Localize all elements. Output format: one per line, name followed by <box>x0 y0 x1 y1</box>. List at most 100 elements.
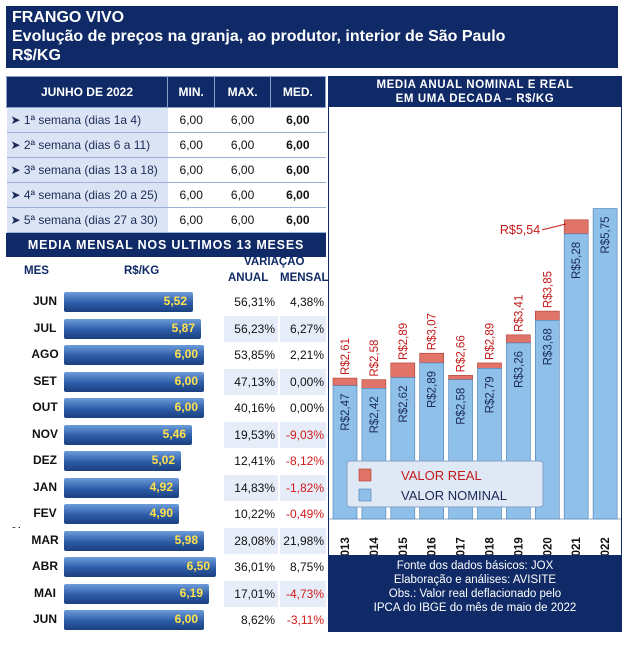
real-value-label: R$5,54 <box>500 223 540 237</box>
nominal-value-bar <box>592 208 618 520</box>
annual-variation: 8,62% <box>224 607 278 633</box>
annual-variation: 10,22% <box>224 501 278 527</box>
year-tick-label: 2022 <box>600 537 612 555</box>
nominal-value-label: R$2,42 <box>369 396 381 433</box>
monthly-row: JUN 5,52 56,31% 4,38% <box>6 289 326 315</box>
monthly-row: JAN 4,92 14,83% -1,82% <box>6 474 326 501</box>
monthly-row: JUL 5,87 56,23% 6,27% <box>6 315 326 342</box>
weekly-max: 6,00 <box>214 132 271 158</box>
annual-title-line1: MEDIA ANUAL NOMINAL E REAL <box>376 79 574 91</box>
monthly-row: ABR 6,50 36,01% 8,75% <box>6 554 326 580</box>
monthly-row: MAI 6,19 17,01% -4,73% <box>6 580 326 607</box>
page-subtitle: Evolução de preços na granja, ao produto… <box>12 28 506 45</box>
monthly-variation: 0,00% <box>280 395 326 421</box>
monthly-row: SET 6,00 47,13% 0,00% <box>6 368 326 395</box>
month-bar-value: 5,02 <box>151 453 175 467</box>
monthly-variation: 2,21% <box>280 342 326 368</box>
monthly-variation: -1,82% <box>280 474 326 501</box>
weekly-header-med: MED. <box>269 76 327 108</box>
weekly-week-label: ➤ 5ª semana (dias 27 a 30) <box>6 207 168 233</box>
legend-swatch-nominal <box>358 488 372 502</box>
annual-variation: 17,01% <box>224 580 278 607</box>
source-footer: Fonte dos dados básicos: JOX Elaboração … <box>329 555 621 631</box>
nominal-value-label: R$3,68 <box>542 328 554 365</box>
nominal-value-label: R$5,75 <box>600 217 612 254</box>
month-bar <box>64 557 216 577</box>
year-tick-label: 2015 <box>398 537 410 555</box>
month-label: DEZ <box>33 453 57 467</box>
legend-swatch-real <box>358 468 372 482</box>
annual-variation: 40,16% <box>224 395 278 421</box>
month-bar <box>64 371 204 392</box>
real-value-label: R$3,41 <box>513 295 525 332</box>
real-value-label: R$2,89 <box>485 323 497 360</box>
monthly-row: OUT 6,00 40,16% 0,00% <box>6 395 326 421</box>
year-tick-label: 2019 <box>513 537 525 555</box>
monthly-header-price: R$/KG <box>124 265 160 277</box>
nominal-value-label: R$3,26 <box>513 351 525 388</box>
real-value-label: R$3,85 <box>542 271 554 308</box>
monthly-variation: 6,27% <box>280 315 326 342</box>
annual-variation: 36,01% <box>224 554 278 580</box>
footer-note-2: IPCA do IBGE do mês de maio de 2022 <box>373 602 577 614</box>
month-label: OUT <box>32 400 58 414</box>
monthly-row: NOV 5,46 19,53% -9,03% <box>6 421 326 448</box>
month-bar-value: 6,19 <box>179 585 203 600</box>
monthly-chart: MES R$/KG VARIAÇÃO ANUAL MENSAL 2021 202… <box>6 256 329 647</box>
annual-bar-chart: R$2,47 R$2,61 2013 R$2,42 R$2,58 2014 R$2,62 R$… <box>329 107 621 555</box>
legend-label-real: VALOR REAL <box>401 468 482 483</box>
monthly-variation: 0,00% <box>280 368 326 395</box>
annual-variation: 56,31% <box>224 289 278 315</box>
real-label-leader <box>542 223 567 231</box>
month-bar-value: 4,92 <box>149 479 173 494</box>
footer-credits: Elaboração e análises: AVISITE <box>393 574 557 586</box>
weekly-med: 6,00 <box>270 157 326 183</box>
weekly-rows: ➤ 1ª semana (dias 1a 4) 6,00 6,00 6,00 ➤ 2ª … <box>6 107 326 233</box>
real-value-bar <box>361 379 387 389</box>
month-bar-value: 5,46 <box>162 426 186 441</box>
chart-legend <box>346 460 544 508</box>
monthly-row: JUN 6,00 8,62% -3,11% <box>6 607 326 633</box>
weekly-min: 6,00 <box>167 157 215 183</box>
weekly-week-label: ➤ 1ª semana (dias 1a 4) <box>6 107 168 133</box>
month-bar <box>64 424 192 445</box>
weekly-header-max: MAX. <box>214 76 271 108</box>
legend-label-nominal: VALOR NOMINAL <box>401 488 507 503</box>
year-tick-label: 2021 <box>571 537 583 555</box>
real-value-bar <box>506 334 531 344</box>
month-bar-value: 6,00 <box>174 612 198 626</box>
month-bar <box>64 398 204 418</box>
weekly-med: 6,00 <box>270 182 326 208</box>
month-label: MAR <box>31 532 59 547</box>
monthly-variation: -8,12% <box>280 448 326 474</box>
month-bar-value: 5,87 <box>171 320 195 335</box>
month-bar <box>64 530 204 551</box>
monthly-variation: -9,03% <box>280 421 326 448</box>
weekly-row: ➤ 3ª semana (dias 13 a 18) 6,00 6,00 6,00 <box>6 157 326 183</box>
real-value-label: R$2,61 <box>340 338 352 375</box>
weekly-max: 6,00 <box>214 107 271 133</box>
month-bar-value: 6,00 <box>174 373 198 388</box>
monthly-variation: -0,49% <box>280 501 326 527</box>
annual-variation: 56,23% <box>224 315 278 342</box>
year-tick-label: 2016 <box>427 537 439 555</box>
year-tick-label: 2014 <box>369 537 381 555</box>
real-value-label: R$2,66 <box>456 335 468 372</box>
real-value-bar <box>419 352 444 364</box>
left-panel: JUNHO DE 2022 MIN. MAX. MED. ➤ 1ª semana… <box>6 76 329 647</box>
month-label: JUL <box>33 320 57 335</box>
month-bar <box>64 318 201 339</box>
month-bar <box>64 477 179 498</box>
month-label: JAN <box>32 479 57 494</box>
weekly-max: 6,00 <box>214 207 271 233</box>
weekly-min: 6,00 <box>167 107 215 133</box>
month-bar-value: 6,50 <box>186 559 210 573</box>
month-bar-value: 5,98 <box>174 532 198 547</box>
weekly-max: 6,00 <box>214 182 271 208</box>
monthly-header-mes: MES <box>24 265 49 277</box>
nominal-value-label: R$2,89 <box>427 371 439 408</box>
real-value-bar <box>563 219 589 235</box>
weekly-row: ➤ 2ª semana (dias 6 a 11) 6,00 6,00 6,00 <box>6 132 326 158</box>
month-bar-value: 6,00 <box>174 400 198 414</box>
monthly-section-title: MEDIA MENSAL NOS ULTIMOS 13 MESES <box>6 233 326 257</box>
